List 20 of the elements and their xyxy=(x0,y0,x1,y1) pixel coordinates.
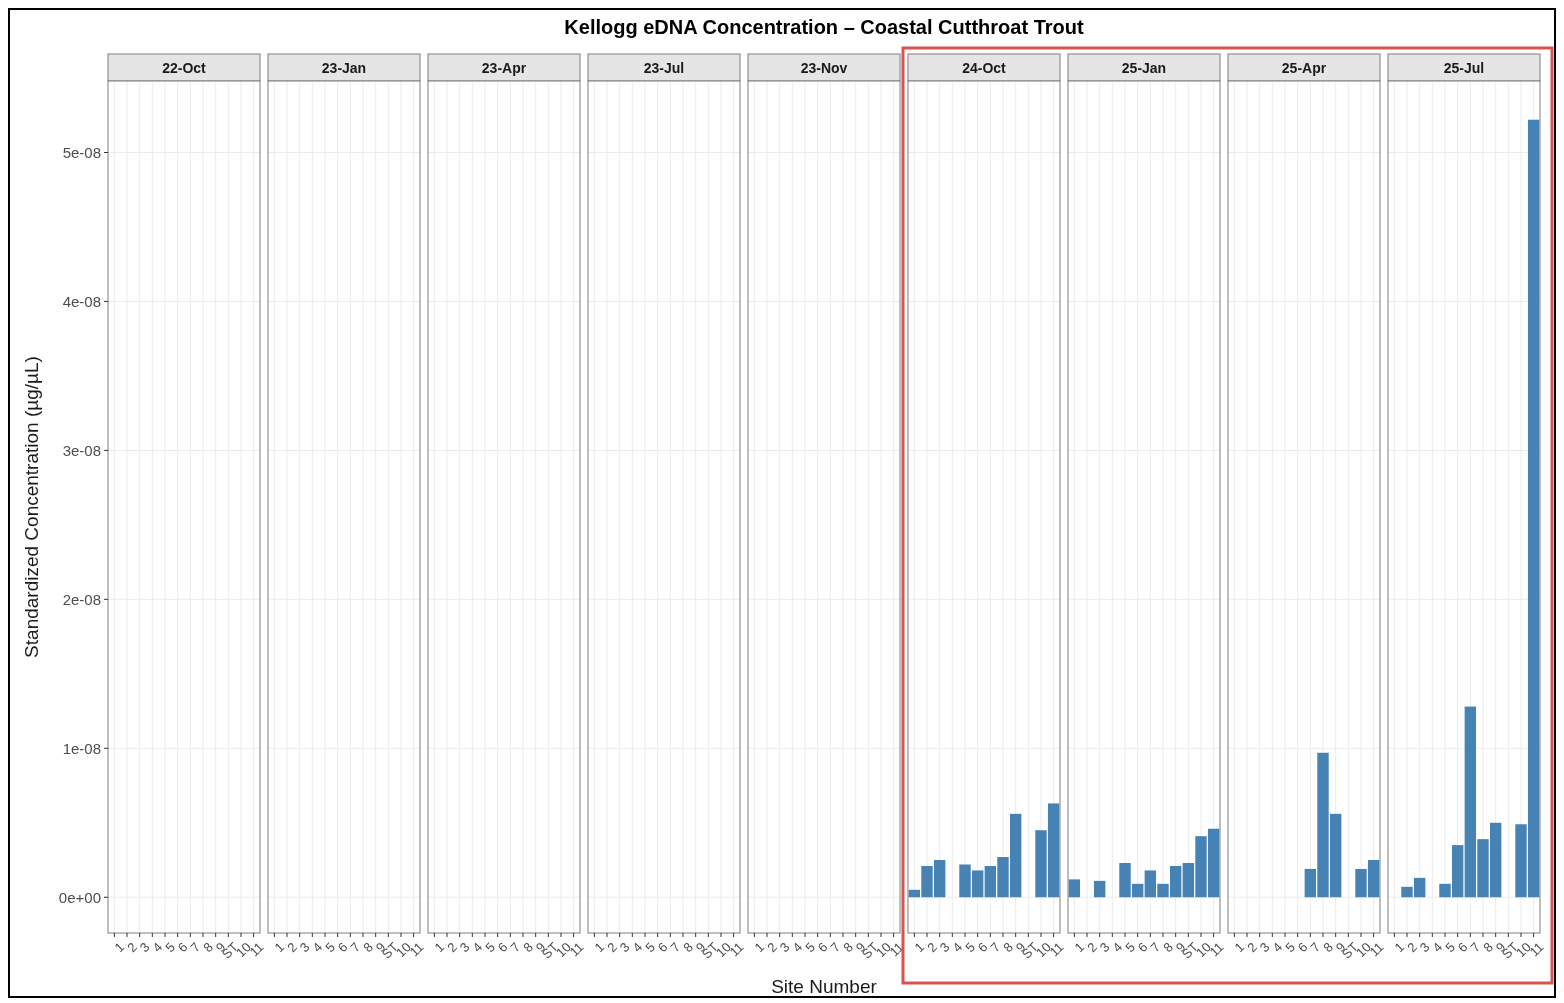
chart-title: 23-Nov xyxy=(800,60,848,76)
y-tick-label: 4e-08 xyxy=(62,292,101,310)
chart-title: 25-Apr xyxy=(1281,60,1327,76)
x-axis-title: Site Number xyxy=(771,976,878,997)
chart-title: 25-Jan xyxy=(1121,60,1167,76)
chart-title: 22-Oct xyxy=(162,60,207,76)
chart-title: 23-Jul xyxy=(643,60,685,76)
bar xyxy=(1068,879,1081,898)
chart-title: 25-Jul xyxy=(1443,60,1485,76)
chart-title: 23-Apr xyxy=(481,60,527,76)
y-tick-label: 5e-08 xyxy=(62,143,101,161)
text: Kellogg eDNA Concentration – Coastal Cutthroat Trout xyxy=(564,16,1084,38)
y-tick-label: 0e+00 xyxy=(58,888,101,906)
chart-title: 24-Oct xyxy=(962,60,1007,76)
y-tick-label: 3e-08 xyxy=(62,441,101,459)
y-tick-label: 2e-08 xyxy=(62,590,101,608)
y-tick-label: 1e-08 xyxy=(62,739,101,757)
chart-title: 23-Jan xyxy=(321,60,367,76)
y-axis-title: Standardized Concentration (µg/µL) xyxy=(21,356,42,658)
bar xyxy=(1093,880,1106,898)
